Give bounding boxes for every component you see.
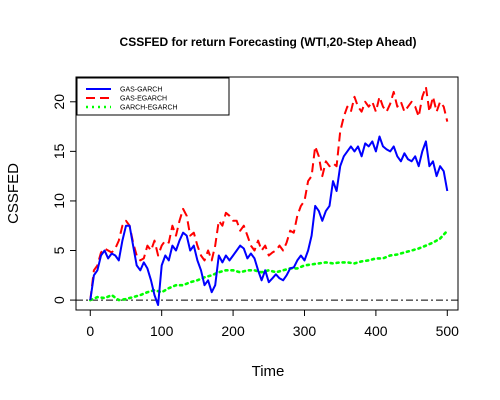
- legend: GAS-GARCH GAS-EGARCH GARCH-EGARCH: [76, 77, 230, 116]
- x-axis-label: Time: [252, 363, 285, 380]
- series-line-gas-egarch: [89, 85, 449, 301]
- x-tick-label: 300: [293, 323, 317, 339]
- series-line-gas-garch: [89, 135, 449, 306]
- y-axis-label: CSSFED: [5, 163, 22, 224]
- y-tick-label: 5: [51, 246, 67, 254]
- x-axis: 0 100 200 300 400 500: [86, 309, 460, 339]
- series-line-garch-egarch: [89, 229, 449, 302]
- legend-label: GAS-GARCH: [120, 87, 162, 94]
- chart-title: CSSFED for return Forecasting (WTI,20-St…: [120, 35, 417, 49]
- y-tick-label: 15: [51, 143, 67, 159]
- x-tick-label: 200: [221, 323, 245, 339]
- y-tick-label: 0: [51, 296, 67, 304]
- y-tick-label: 10: [51, 193, 67, 209]
- x-tick-label: 100: [150, 323, 174, 339]
- x-tick-label: 0: [86, 323, 94, 339]
- legend-label: GARCH-EGARCH: [120, 105, 178, 112]
- legend-box: [76, 77, 230, 116]
- y-tick-label: 20: [51, 94, 67, 110]
- x-tick-label: 400: [364, 323, 388, 339]
- y-axis: 0 5 10 15 20: [51, 94, 77, 304]
- plot-area: [76, 85, 458, 306]
- legend-label: GAS-EGARCH: [120, 96, 167, 103]
- x-tick-label: 500: [436, 323, 460, 339]
